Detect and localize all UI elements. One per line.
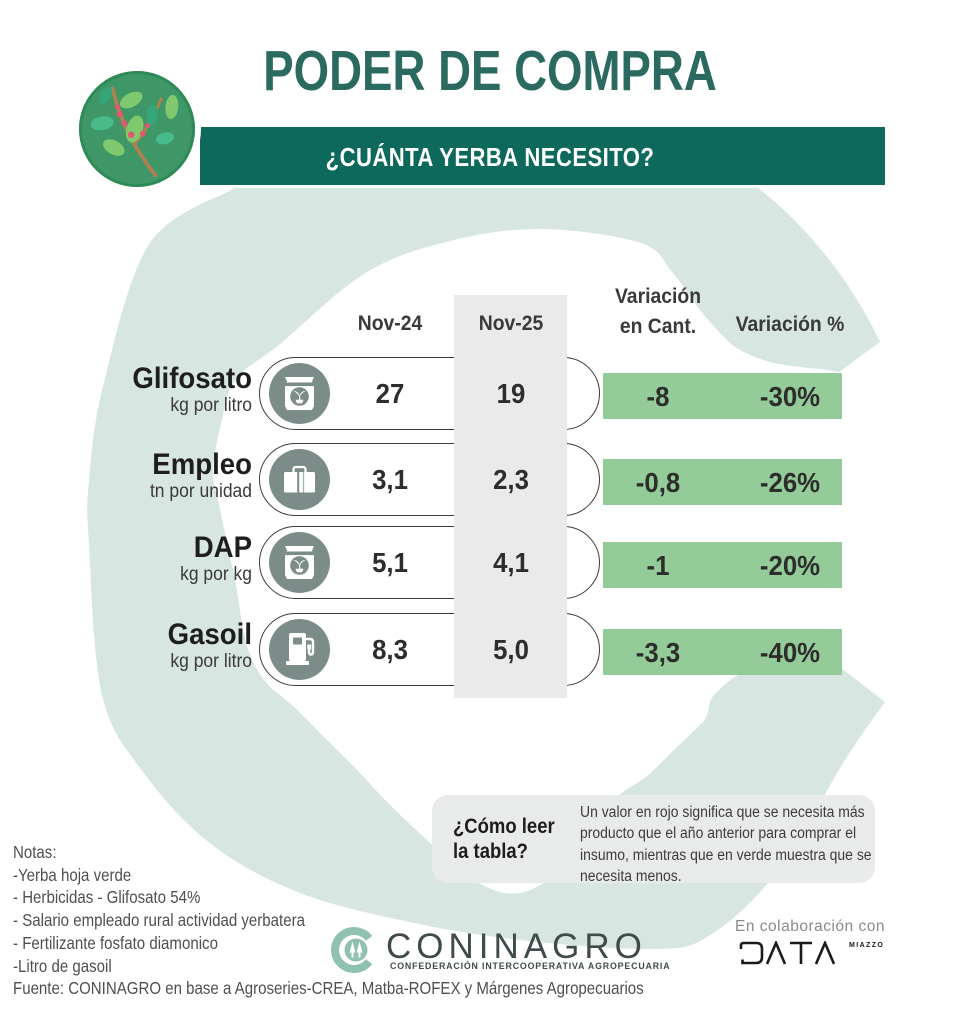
- data-miazzo-logo: [739, 941, 836, 965]
- row-unit: tn por unidad: [149, 481, 252, 502]
- cell-variacion-cant: -3,3: [635, 637, 681, 668]
- cell-variacion-pct: -26%: [759, 467, 821, 498]
- note-item: - Fertilizante fosfato diamonico: [13, 932, 218, 953]
- column-header-nov24: Nov-24: [357, 311, 423, 335]
- how-to-read-label: ¿Cómo leer la tabla?: [453, 814, 567, 864]
- cell-variacion-cant: -0,8: [635, 467, 681, 498]
- how-to-read-text: Un valor en rojo significa que se necesi…: [580, 804, 872, 885]
- coninagro-subtitle: CONFEDERACIÓN INTERCOOPERATIVA AGROPECUA…: [390, 961, 671, 971]
- column-header-variacion-cant: Variación en Cant.: [604, 281, 712, 341]
- cell-nov25: 5,0: [493, 634, 529, 665]
- variation-band: [603, 629, 842, 675]
- column-header-variacion-pct: Variación %: [735, 312, 845, 336]
- how-to-read-label-line2: la tabla?: [453, 840, 528, 863]
- note-item: - Salario empleado rural actividad yerba…: [13, 910, 305, 931]
- row-unit: kg por litro: [170, 395, 252, 416]
- cell-nov24: 3,1: [372, 464, 408, 495]
- fertilizer-bag-icon: [269, 362, 330, 424]
- notes-heading: Notas:: [13, 842, 57, 862]
- briefcase-icon: [269, 448, 330, 510]
- yerba-badge: [73, 65, 201, 193]
- variation-band: [603, 542, 842, 588]
- row-name: Glifosato: [132, 362, 252, 395]
- notes-block: Notas: -Yerba hoja verde - Herbicidas - …: [13, 841, 644, 1000]
- cell-variacion-pct: -30%: [759, 381, 821, 412]
- row-name: Gasoil: [167, 618, 252, 651]
- yerba-branch-icon: [79, 71, 195, 187]
- column-header-nov25: Nov-25: [478, 311, 544, 335]
- page-title: PODER DE COMPRA: [263, 39, 717, 103]
- column-header-variacion-cant-line1: Variación: [614, 284, 702, 308]
- note-item: -Yerba hoja verde: [13, 864, 132, 885]
- coninagro-logo-icon: [331, 927, 373, 973]
- cell-nov24: 8,3: [372, 634, 408, 665]
- cell-nov25: 19: [496, 378, 526, 409]
- cell-variacion-cant: -8: [646, 381, 670, 412]
- fertilizer-bag-icon: [269, 531, 330, 593]
- how-to-read-box: [432, 795, 875, 883]
- fuel-pump-icon: [269, 618, 330, 680]
- row-unit: kg por kg: [180, 564, 252, 585]
- cell-variacion-pct: -40%: [759, 637, 821, 668]
- row-unit: kg por litro: [170, 651, 252, 672]
- subtitle-banner-text: ¿CUÁNTA YERBA NECESITO?: [325, 142, 655, 172]
- how-to-read-label-line1: ¿Cómo leer: [453, 815, 555, 838]
- subtitle-banner: [200, 127, 885, 185]
- coninagro-wordmark: CONINAGRO: [386, 927, 647, 966]
- column-header-variacion-cant-line2: en Cant.: [619, 314, 697, 338]
- cell-variacion-cant: -1: [646, 550, 670, 581]
- data-miazzo-sub: MIAZZO: [849, 942, 885, 949]
- row-label: Empleo tn por unidad: [12, 449, 252, 503]
- source-note: Fuente: CONINAGRO en base a Agroseries-C…: [13, 978, 644, 999]
- note-item: - Herbicidas - Glifosato 54%: [13, 887, 201, 908]
- variation-band: [603, 459, 842, 505]
- cell-nov24: 27: [375, 378, 405, 409]
- cell-variacion-pct: -20%: [759, 550, 821, 581]
- nov25-column-band: [454, 295, 567, 698]
- collaboration-text: En colaboración con: [735, 918, 885, 935]
- note-item: -Litro de gasoil: [13, 955, 112, 976]
- row-label: Gasoil kg por litro: [12, 619, 252, 673]
- cell-nov25: 4,1: [493, 547, 529, 578]
- variation-band: [603, 373, 842, 419]
- cell-nov25: 2,3: [493, 464, 529, 495]
- row-name: DAP: [193, 531, 252, 564]
- row-label: DAP kg por kg: [12, 532, 252, 586]
- row-name: Empleo: [152, 448, 252, 481]
- cell-nov24: 5,1: [372, 547, 408, 578]
- row-label: Glifosato kg por litro: [12, 363, 252, 417]
